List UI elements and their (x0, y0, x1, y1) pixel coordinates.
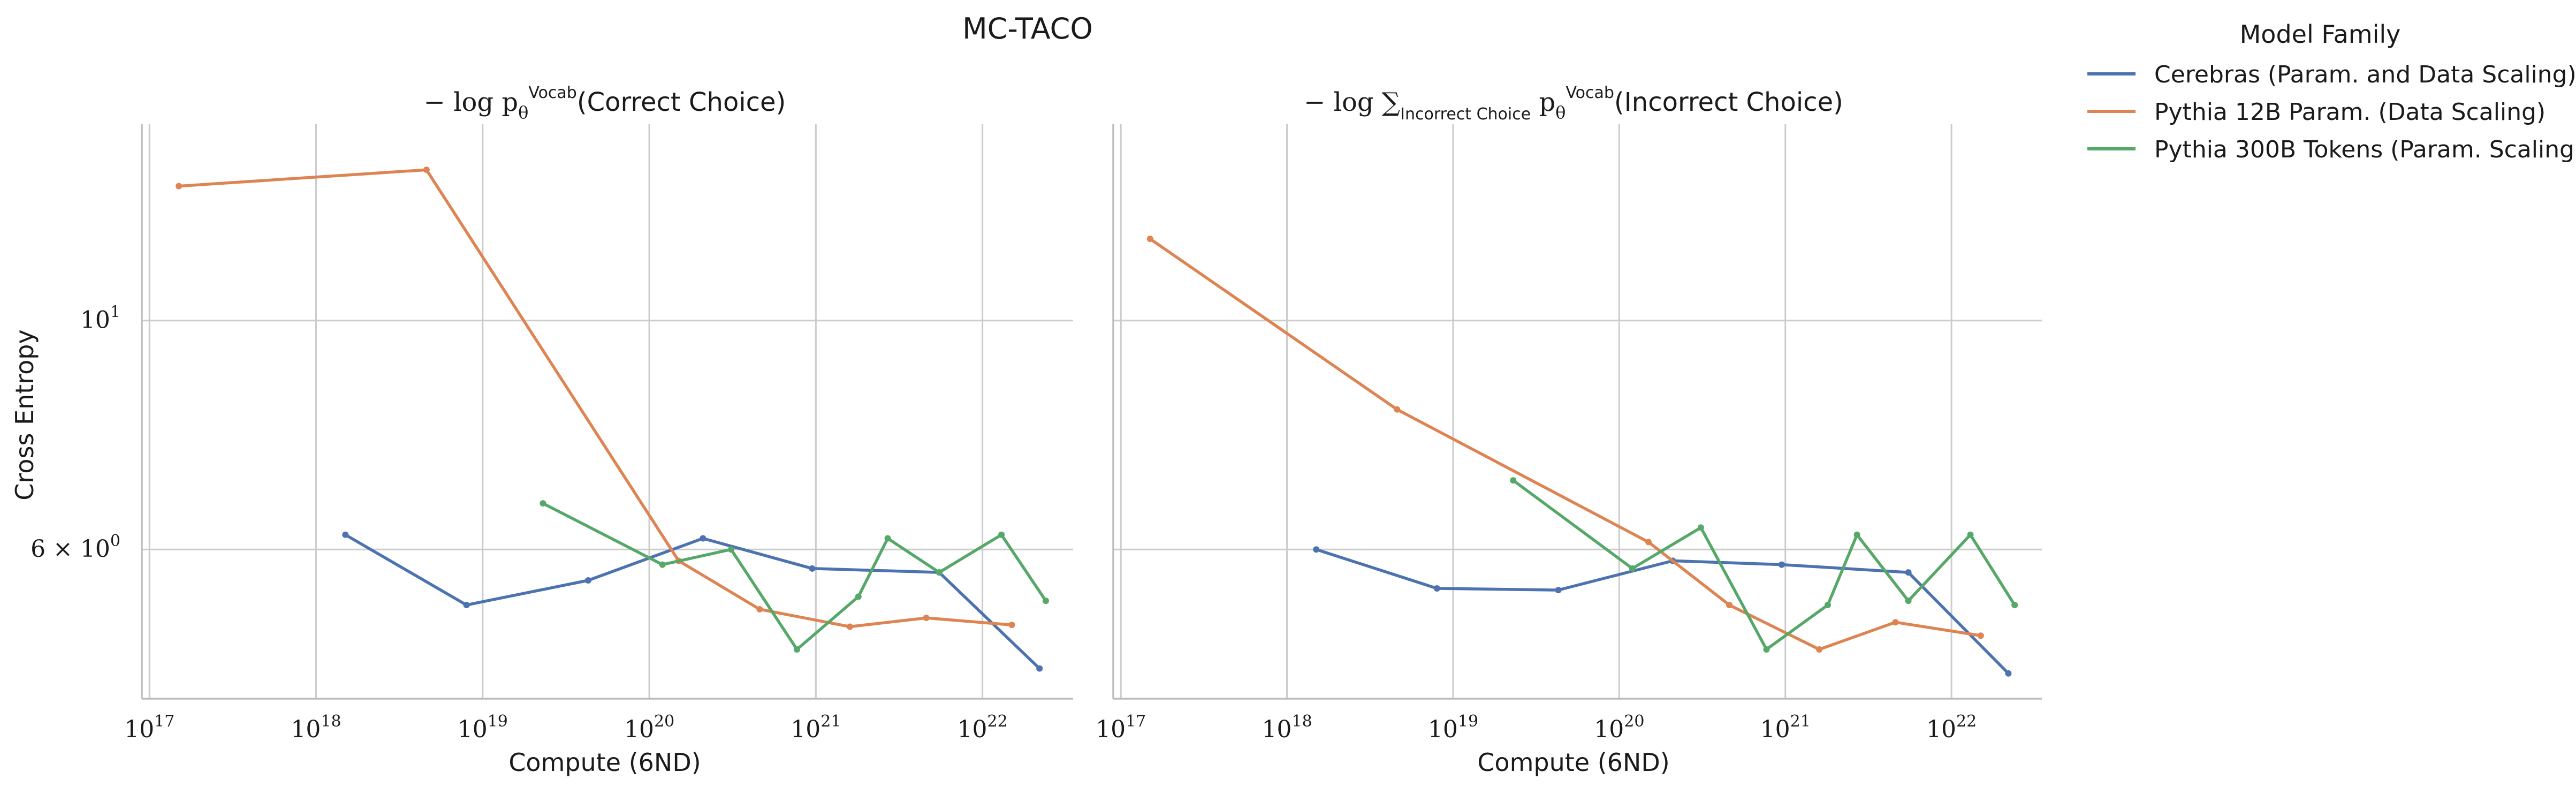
data-point (1853, 531, 1860, 538)
data-point (1763, 646, 1770, 653)
data-point (998, 531, 1005, 538)
x-tick-label: 1022 (1926, 712, 1977, 743)
data-point (1629, 565, 1636, 572)
data-point (659, 561, 666, 568)
legend-entry: Pythia 300B Tokens (Param. Scaling) (2087, 136, 2576, 163)
data-point (1645, 539, 1652, 546)
legend-label: Pythia 12B Param. (Data Scaling) (2154, 99, 2545, 126)
data-point (846, 623, 853, 630)
data-point (884, 535, 891, 542)
panel-title-correct-choice: − log pθVocab(Correct Choice) (424, 84, 786, 123)
x-tick-label: 1018 (1262, 712, 1312, 743)
panel-title-incorrect-choice: − log ∑Incorrect Choice pθVocab(Incorrec… (1304, 84, 1843, 124)
x-tick-labels-panel-0: 1017 1018 1019 1020 1021 1022 (124, 712, 1008, 743)
data-point (1510, 477, 1517, 484)
x-tick-label: 1018 (291, 712, 341, 743)
data-point (1313, 546, 1320, 553)
data-point (1433, 585, 1440, 592)
legend-entry: Pythia 12B Param. (Data Scaling) (2087, 99, 2545, 126)
y-tick-labels-panel-0: 101 6 × 100 (31, 303, 120, 563)
legend-label: Pythia 300B Tokens (Param. Scaling) (2154, 136, 2576, 163)
data-point (1816, 646, 1823, 653)
data-point (2011, 602, 2018, 609)
x-axis-label-panel-0: Compute (6ND) (508, 748, 701, 777)
data-point (936, 569, 943, 576)
y-tick-label: 6 × 100 (31, 532, 120, 563)
y-axis-label: Cross Entropy (10, 329, 39, 500)
data-point (1892, 619, 1899, 626)
data-point (728, 546, 735, 553)
data-point (1042, 598, 1049, 604)
legend-title: Model Family (2240, 20, 2401, 49)
data-point (1905, 598, 1912, 604)
legend-entry: Cerebras (Param. and Data Scaling) (2087, 61, 2576, 88)
x-tick-label: 1017 (1096, 712, 1146, 743)
x-tick-label: 1021 (791, 712, 841, 743)
axes-spines-panel-0 (141, 124, 1073, 700)
x-axis-label-panel-1: Compute (6ND) (1477, 748, 1669, 777)
series-line-1 (177, 168, 1014, 629)
data-point (809, 565, 816, 572)
legend: Model Family Cerebras (Param. and Data S… (2087, 20, 2576, 163)
data-point (1697, 524, 1704, 531)
data-point (700, 535, 706, 542)
data-point (1726, 602, 1733, 609)
series-line-0 (344, 533, 1041, 670)
x-tick-labels-panel-1: 1017 1018 1019 1020 1021 1022 (1096, 712, 1977, 743)
series-group-panel-0 (176, 167, 1049, 672)
data-point (1394, 406, 1401, 413)
panel-correct-choice: − log pθVocab(Correct Choice) 1017 1018 10… (10, 84, 1073, 777)
data-point (176, 183, 183, 190)
axes-spines-panel-1 (1112, 124, 2042, 700)
data-point (2005, 670, 2012, 677)
series-group-panel-1 (1146, 236, 2018, 677)
data-point (756, 606, 763, 612)
data-point (794, 646, 801, 653)
data-point (1905, 569, 1912, 576)
legend-entries: Cerebras (Param. and Data Scaling) Pythia… (2087, 61, 2576, 163)
data-point (1008, 622, 1015, 629)
y-tick-label: 101 (80, 303, 120, 334)
gridlines-panel-1 (1113, 124, 2042, 699)
panel-incorrect-choice: − log ∑Incorrect Choice pθVocab(Incorrec… (1096, 84, 2042, 777)
x-tick-label: 1019 (458, 712, 508, 743)
x-tick-label: 1022 (958, 712, 1008, 743)
series-line-2 (541, 502, 1047, 651)
x-tick-label: 1020 (1594, 712, 1644, 743)
data-point (1967, 531, 1974, 538)
legend-label: Cerebras (Param. and Data Scaling) (2154, 61, 2576, 88)
x-tick-label: 1019 (1428, 712, 1478, 743)
x-tick-label: 1020 (624, 712, 674, 743)
data-point (584, 577, 591, 584)
data-point (1824, 602, 1831, 609)
data-point (1146, 236, 1153, 243)
x-tick-label: 1017 (124, 712, 174, 743)
x-tick-label: 1021 (1760, 712, 1811, 743)
gridlines-panel-0 (142, 124, 1073, 699)
data-point (1778, 561, 1785, 568)
data-point (1555, 587, 1562, 594)
data-point (463, 602, 470, 609)
series-line-0 (1314, 548, 2010, 675)
data-point (1036, 665, 1043, 672)
data-point (1977, 632, 1984, 639)
data-point (423, 167, 430, 173)
data-point (539, 500, 546, 507)
data-point (855, 593, 862, 600)
figure-title: MC-TACO (962, 12, 1093, 46)
data-point (923, 615, 930, 622)
data-point (342, 531, 349, 538)
